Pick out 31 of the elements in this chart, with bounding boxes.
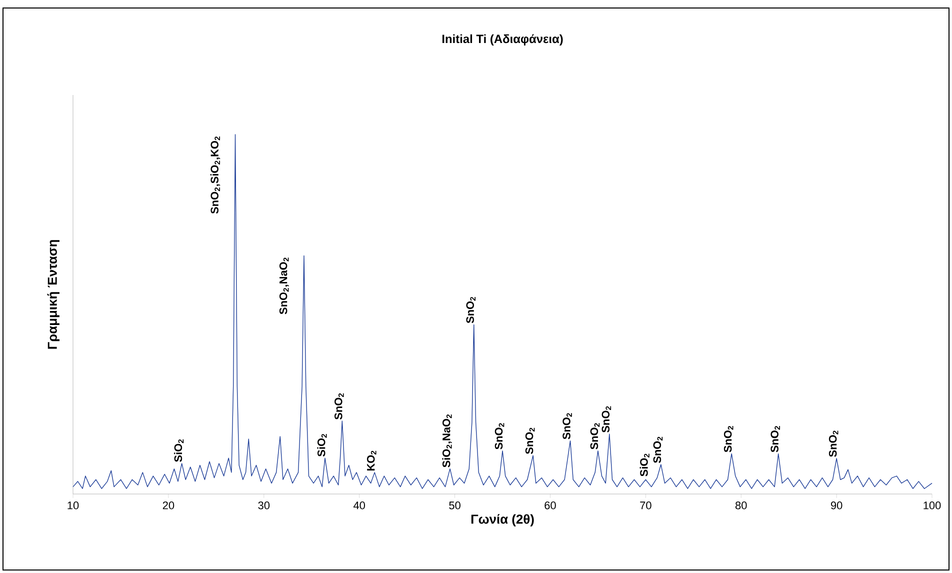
annotation: SnO$_{2}$: [525, 428, 535, 454]
x-tick-label: 10: [68, 502, 79, 510]
annotation: SnO$_{2}$,SiO$_{2}$,KO$_{2}$: [210, 136, 220, 214]
annotation: SnO$_{2}$: [334, 393, 344, 420]
annotation: SiO$_{2}$: [317, 434, 327, 457]
x-axis-title: Γωνία (2θ): [471, 514, 534, 526]
x-tick-label: 40: [353, 502, 365, 510]
annotation: SnO$_{2}$: [653, 436, 663, 464]
x-tick-label: 90: [830, 502, 842, 510]
x-tick-label: 70: [640, 502, 652, 510]
annotation: SnO$_{2}$: [770, 426, 780, 452]
annotation: SnO$_{2}$: [466, 297, 476, 324]
annotation: SiO$_{2}$,NaO$_{2}$: [442, 414, 452, 468]
x-tick-label: 30: [258, 502, 270, 510]
x-tick-label: 20: [162, 502, 174, 510]
y-axis-title: Γραμμική Ένταση: [47, 240, 60, 349]
annotation: KO$_{2}$: [366, 450, 376, 470]
annotation: SnO$_{2}$: [590, 423, 600, 450]
annotation: SnO$_{2}$,NaO$_{2}$: [279, 258, 289, 314]
chart-title: Initial Ti (Αδιαφάνεια): [442, 34, 563, 46]
annotation: SnO$_{2}$: [494, 423, 504, 450]
annotation: SnO$_{2}$: [828, 430, 838, 457]
annotation: SnO$_{2}$: [562, 413, 572, 440]
x-tick-label: 60: [544, 502, 556, 510]
x-tick-label: 80: [735, 502, 747, 510]
x-tick-label: 50: [449, 502, 460, 510]
annotation: SnO$_{2}$: [724, 426, 734, 452]
annotation: SiO$_{2}$: [640, 454, 650, 476]
x-tick-label: 100: [924, 502, 941, 510]
annotation: SnO$_{2}$: [602, 406, 612, 432]
annotation: SiO$_{2}$: [174, 439, 184, 462]
